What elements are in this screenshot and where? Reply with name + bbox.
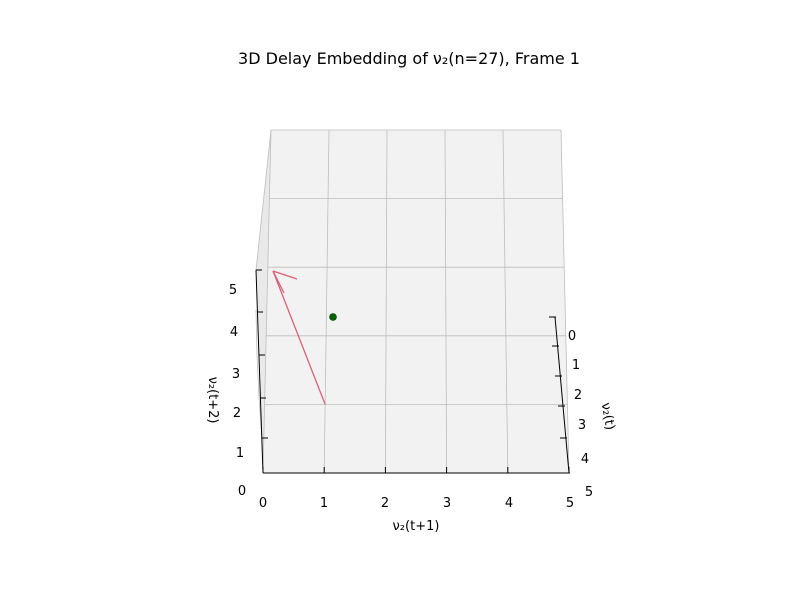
side-pane	[256, 130, 271, 473]
back-pane	[263, 130, 569, 473]
x-tick-label: 4	[581, 452, 589, 467]
data-point	[329, 313, 337, 321]
tick-group: 0 1 2 3 4 5 0 1 2 3 4 5 0 1 2 3 4 5	[229, 269, 593, 511]
trajectory-arrow-head	[272, 270, 298, 280]
grid-line-vertical	[262, 129, 272, 474]
z-tick-label: 5	[229, 283, 237, 298]
y-axis-label: ν₂(t+1)	[393, 519, 440, 534]
y-tick-label: 5	[566, 496, 574, 511]
grid-line-vertical	[384, 129, 388, 474]
data-marks	[272, 270, 337, 405]
x-tick-label: 2	[574, 388, 582, 403]
side-grid-line	[256, 354, 260, 399]
trajectory-arrow-head	[272, 270, 285, 294]
grid-line-vertical	[560, 129, 570, 474]
side-edge-line	[255, 129, 272, 271]
z-tick-label: 0	[238, 484, 246, 499]
x-axis-label: ν₂(t)	[598, 401, 618, 431]
z-tick-label: 3	[232, 367, 240, 382]
y-tick-label: 1	[320, 496, 328, 511]
y-tick-label: 2	[381, 496, 389, 511]
x-tick-label: 1	[572, 358, 580, 373]
z-tick-label: 4	[230, 325, 238, 340]
grid-line-vertical	[323, 129, 330, 474]
z-tick-label: 1	[236, 446, 244, 461]
axis-lines	[255, 269, 570, 474]
grid-line-vertical	[444, 129, 448, 474]
y-tick-label: 4	[505, 496, 513, 511]
x-axis-line	[554, 316, 570, 474]
y-tick-label: 0	[259, 496, 267, 511]
x-tick-label: 3	[578, 418, 586, 433]
x-tick-label: 5	[585, 485, 593, 500]
z-axis-label: ν₂(t+2)	[205, 377, 220, 424]
pane-group	[256, 130, 569, 473]
side-grid-line	[255, 309, 258, 356]
grid-line-vertical	[502, 129, 509, 474]
y-tick-label: 3	[443, 496, 451, 511]
z-axis-line	[255, 269, 264, 474]
trajectory-arrow-shaft	[272, 270, 326, 405]
x-tick-label: 0	[568, 329, 576, 344]
z-tick-label: 2	[233, 406, 241, 421]
chart-title: 3D Delay Embedding of ν₂(n=27), Frame 1	[238, 49, 580, 68]
